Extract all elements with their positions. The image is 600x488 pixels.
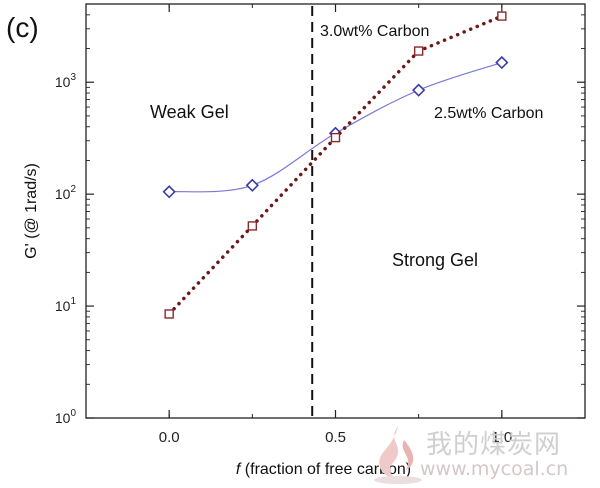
plot-frame	[85, 3, 586, 419]
diamond-marker	[412, 83, 426, 97]
diamond-marker	[245, 178, 259, 192]
x-tick-label: 0.0	[159, 429, 180, 446]
watermark: 我的煤炭网 www.mycoal.cn	[368, 420, 598, 486]
diamond-marker	[495, 55, 509, 70]
strong-gel-annotation: Strong Gel	[392, 250, 478, 270]
y-axis-label: G' (@ 1rad/s)	[23, 163, 40, 259]
x-tick-label: 1.0	[491, 429, 512, 446]
square-marker	[413, 46, 424, 56]
series-label-2-5wt: 2.5wt% Carbon	[434, 105, 543, 122]
y-tick-label: 102	[55, 184, 77, 202]
flame-logo-icon	[374, 426, 422, 484]
square-marker	[497, 11, 507, 21]
square-marker	[164, 309, 174, 319]
y-tick-label: 103	[55, 72, 77, 90]
square-marker	[330, 132, 341, 143]
series-1	[162, 55, 509, 199]
diamond-marker	[162, 185, 176, 199]
series-2	[164, 11, 507, 319]
y-tick-label: 100	[55, 408, 77, 426]
square-marker	[247, 221, 258, 231]
watermark-chinese: 我的煤炭网	[426, 430, 562, 460]
series-label-3-0wt: 3.0wt% Carbon	[320, 23, 429, 40]
panel-label: (c)	[6, 12, 39, 43]
y-tick-label: 101	[55, 296, 77, 314]
x-tick-label: 0.5	[325, 429, 346, 446]
weak-gel-annotation: Weak Gel	[150, 102, 229, 122]
watermark-url: www.mycoal.cn	[420, 458, 569, 480]
x-axis-label: f (fraction of free carbon)	[236, 461, 411, 478]
